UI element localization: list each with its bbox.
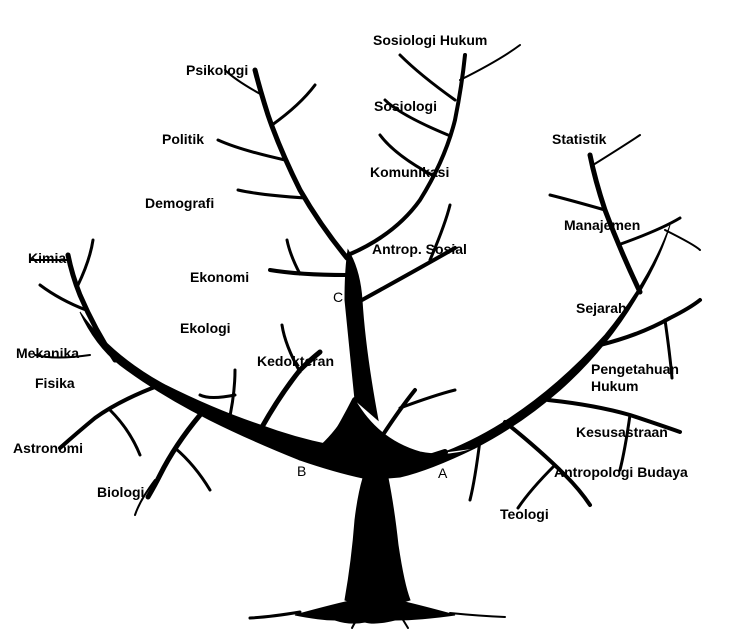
node-fisika: Fisika	[35, 375, 75, 392]
node-ekologi: Ekologi	[180, 320, 231, 337]
node-manajemen: Manajemen	[564, 217, 640, 234]
node-sosiologi: Sosiologi	[374, 98, 437, 115]
node-komunikasi: Komunikasi	[370, 164, 449, 181]
node-antropologi_budaya: Antropologi Budaya	[554, 464, 688, 481]
node-ekonomi: Ekonomi	[190, 269, 249, 286]
node-astronomi: Astronomi	[13, 440, 83, 457]
node-antrop_sosial: Antrop. Sosial	[372, 241, 467, 258]
node-psikologi: Psikologi	[186, 62, 248, 79]
node-teologi: Teologi	[500, 506, 549, 523]
node-statistik: Statistik	[552, 131, 606, 148]
node-C: C	[333, 289, 343, 306]
node-sosiologi_hukum: Sosiologi Hukum	[373, 32, 487, 49]
node-kimia: Kimia	[28, 250, 66, 267]
node-mekanika: Mekanika	[16, 345, 79, 362]
node-sejarah: Sejarah	[576, 300, 627, 317]
node-A: A	[438, 465, 447, 482]
node-kedokteran: Kedokteran	[257, 353, 334, 370]
node-B: B	[297, 463, 306, 480]
node-kesusastraan: Kesusastraan	[576, 424, 668, 441]
node-pengetahuan_hukum: PengetahuanHukum	[591, 361, 679, 395]
node-biologi: Biologi	[97, 484, 144, 501]
node-politik: Politik	[162, 131, 204, 148]
tree-diagram: Psikologi Sosiologi Hukum Sosiologi Politik…	[0, 0, 730, 630]
node-demografi: Demografi	[145, 195, 214, 212]
